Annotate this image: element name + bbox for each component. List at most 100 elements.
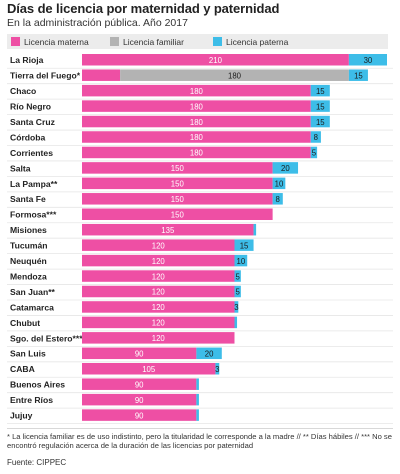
category-label-san-juan: San Juan** [10,287,56,297]
bar-licencia-paterna-neuquen [234,254,248,267]
category-label-santa-fe: Santa Fe [10,194,46,204]
category-label-la-pampa: La Pampa** [10,179,58,189]
data-label-licencia-paterna-san-luis: 20 [205,350,214,359]
category-label-buenos-aires: Buenos Aires [10,380,65,390]
data-label-licencia-paterna-catamarca: 3 [234,303,238,312]
data-label-licencia-materna-chubut: 120 [152,319,166,328]
data-label-licencia-paterna-san-juan: 5 [236,288,241,297]
data-label-licencia-materna-formosa: 150 [171,210,185,219]
data-label-licencia-materna-salta: 150 [171,164,185,173]
category-label-jujuy: Jujuy [10,411,33,421]
category-label-salta: Salta [10,163,31,173]
bar-licencia-paterna-tierra-del-fuego [348,69,368,81]
bar-licencia-materna-buenos-aires [82,378,197,390]
data-label-licencia-paterna-caba: 3 [215,365,219,374]
legend-label-paterna: Licencia paterna [226,36,289,47]
data-label-licencia-paterna-rio-negro: 15 [316,102,325,111]
category-label-formosa: Formosa*** [10,210,57,220]
data-label-licencia-materna-entre-rios: 90 [135,396,144,405]
data-label-licencia-materna-mendoza: 120 [152,272,166,281]
legend-label-materna: Licencia materna [24,36,89,47]
bar-licencia-materna-cordoba [82,131,311,143]
category-label-sgo-del-estero: Sgo. del Estero*** [10,333,83,343]
bar-licencia-materna-sgo-del-estero [82,332,235,344]
data-label-licencia-materna-jujuy: 90 [135,411,144,420]
bar-licencia-materna-la-pampa [82,177,273,190]
bar-licencia-paterna-jujuy [196,409,199,421]
data-label-licencia-materna-buenos-aires: 90 [135,380,144,389]
bar-licencia-materna-formosa [82,208,273,220]
data-label-licencia-materna-santa-fe: 150 [171,195,185,204]
bar-licencia-materna-rio-negro [82,100,311,112]
bar-licencia-paterna-chubut [234,316,238,329]
footnote-divider [7,428,393,429]
data-label-licencia-materna-santa-cruz: 180 [190,118,204,127]
bar-licencia-paterna-san-juan [234,285,241,298]
data-label-licencia-paterna-cordoba: 8 [314,133,318,142]
data-label-licencia-paterna-chaco: 15 [316,87,325,96]
data-label-licencia-paterna-santa-cruz: 15 [316,118,325,127]
data-label-licencia-materna-misiones: 135 [161,226,175,235]
bar-licencia-materna-entre-rios [82,393,197,406]
data-label-licencia-paterna-santa-fe: 8 [276,195,280,204]
data-label-licencia-paterna-la-rioja: 30 [364,56,373,65]
bar-chart: La Rioja 210 30 Tierra del Fuego* 180 15 Chaco… [7,54,393,424]
data-label-licencia-materna-cordoba: 180 [190,133,204,142]
bar-licencia-materna-santa-fe [82,193,273,205]
bar-licencia-materna-catamarca [82,301,235,313]
category-label-entre-rios: Entre Ríos [10,395,53,405]
bar-licencia-paterna-caba [215,363,220,375]
bar-licencia-materna-tucuman [82,239,235,251]
bar-licencia-materna-caba [82,363,216,375]
category-label-tierra-del-fuego: Tierra del Fuego* [10,71,81,81]
category-label-san-luis: San Luis [10,349,46,359]
data-label-licencia-materna-rio-negro: 180 [190,102,204,111]
bar-licencia-paterna-cordoba [310,131,321,143]
legend-item-familiar: Licencia familiar [110,36,184,47]
data-label-licencia-paterna-mendoza: 5 [236,272,241,281]
category-label-catamarca: Catamarca [10,302,54,312]
bar-licencia-materna-la-rioja [82,54,349,66]
data-label-licencia-paterna-tucuman: 15 [240,241,249,250]
data-label-licencia-materna-sgo-del-estero: 120 [152,334,166,343]
category-label-tucuman: Tucumán [10,241,48,251]
data-label-licencia-materna-chaco: 180 [190,87,204,96]
bar-licencia-paterna-santa-cruz [310,115,330,128]
bar-licencia-paterna-entre-rios [196,393,199,406]
data-label-licencia-materna-tucuman: 120 [152,241,166,250]
bar-licencia-paterna-la-pampa [272,177,286,190]
category-label-chaco: Chaco [10,86,36,96]
bar-licencia-materna-misiones [82,223,254,236]
bar-licencia-paterna-la-rioja [348,54,387,66]
footnote: * La licencia familiar es de uso indisti… [7,432,392,451]
data-label-licencia-materna-catamarca: 120 [152,303,166,312]
bar-licencia-paterna-corrientes [310,146,318,159]
category-label-santa-cruz: Santa Cruz [10,117,55,127]
bar-licencia-materna-san-juan [82,285,235,298]
bar-licencia-paterna-santa-fe [272,193,283,205]
chart-subtitle: En la administración pública. Año 2017 [7,17,188,29]
category-label-mendoza: Mendoza [10,271,47,281]
bar-licencia-materna-chubut [82,316,235,329]
bar-licencia-materna-santa-cruz [82,115,311,128]
bar-licencia-familiar-tierra-del-fuego [120,69,349,81]
bar-licencia-paterna-chaco [310,84,330,97]
category-label-la-rioja: La Rioja [10,55,44,65]
category-label-rio-negro: Río Negro [10,102,51,112]
data-label-licencia-materna-corrientes: 180 [190,149,204,158]
data-label-licencia-materna-caba: 105 [142,365,156,374]
data-label-licencia-materna-neuquen: 120 [152,257,166,266]
bar-licencia-materna-jujuy [82,409,197,421]
data-label-licencia-paterna-la-pampa: 10 [275,180,284,189]
bar-licencia-materna-neuquen [82,254,235,267]
bar-licencia-paterna-salta [272,162,299,174]
category-label-corrientes: Corrientes [10,148,53,158]
legend-item-paterna: Licencia paterna [213,36,288,47]
data-label-licencia-paterna-tierra-del-fuego: 15 [354,71,363,80]
data-label-licencia-paterna-neuquen: 10 [237,257,246,266]
bar-licencia-paterna-tucuman [234,239,254,251]
legend-label-familiar: Licencia familiar [123,36,184,47]
data-label-licencia-materna-san-juan: 120 [152,288,166,297]
data-label-licencia-materna-la-rioja: 210 [209,56,223,65]
category-label-misiones: Misiones [10,225,47,235]
